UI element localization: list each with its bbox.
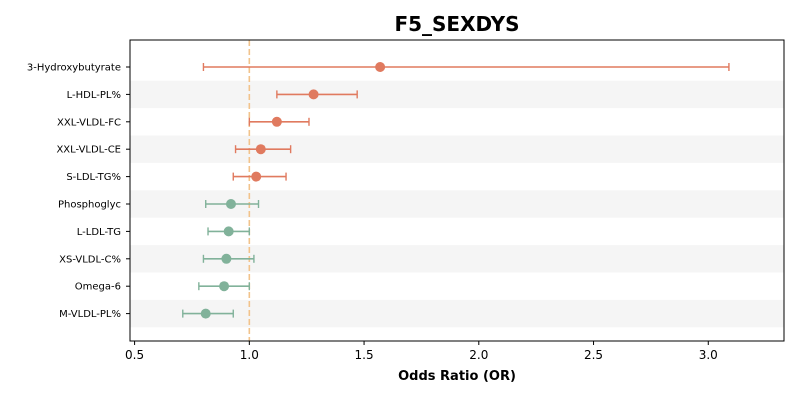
chart-title: F5_SEXDYS [394,12,519,36]
x-tick-label: 2.5 [584,348,603,362]
or-point [255,144,266,155]
data-row-4 [232,171,287,182]
y-tick-label: M-VLDL-PL% [59,309,121,320]
y-tick-label: L-LDL-TG [77,227,121,238]
or-point [223,226,234,237]
or-point [219,281,230,292]
or-point [225,199,236,209]
or-point [251,171,262,182]
y-tick-label: XXL-VLDL-CE [56,145,121,156]
or-point [200,308,211,319]
data-row-3 [234,144,292,155]
data-row-1 [276,89,358,100]
row-band [130,135,784,163]
x-tick-label: 1.0 [240,348,259,362]
data-marks [182,62,730,319]
y-tick-label: S-LDL-TG% [66,172,121,183]
x-tick-label: 1.5 [355,348,374,362]
data-row-9 [182,308,234,319]
y-tick-label: XS-VLDL-C% [59,254,121,265]
x-tick-label: 0.5 [125,348,144,362]
row-band [130,299,784,328]
data-row-5 [205,199,260,209]
y-tick-label: XXL-VLDL-FC [57,117,121,128]
row-bands [130,80,784,328]
x-axis: 0.5 1.0 1.5 2.0 2.5 3.0 [125,341,718,362]
data-row-6 [207,226,251,237]
data-row-7 [202,253,255,264]
or-point [375,62,386,72]
data-row-0 [202,62,730,72]
y-tick-label: 3-Hydroxybutyrate [27,63,121,74]
data-row-8 [198,281,251,292]
y-axis: 3-Hydroxybutyrate L-HDL-PL% XXL-VLDL-FC XXL… [27,63,130,320]
row-band [130,80,784,109]
y-tick-label: Omega-6 [75,282,121,293]
or-point [221,253,232,264]
y-tick-label: Phosphoglyc [58,200,121,211]
plot-frame [129,39,785,342]
or-point [308,89,319,100]
x-tick-label: 3.0 [699,348,718,362]
or-point [271,116,282,127]
data-row-2 [248,116,310,127]
x-axis-label: Odds Ratio (OR) [398,369,516,384]
x-tick-label: 2.0 [469,348,488,362]
y-tick-label: L-HDL-PL% [67,90,121,101]
